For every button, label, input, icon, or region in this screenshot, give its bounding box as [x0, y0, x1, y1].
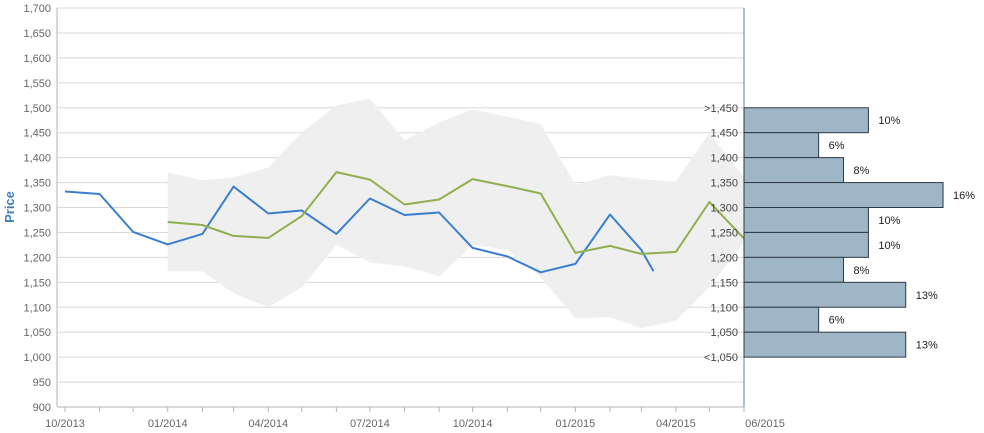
y-tick-label: 1,500: [23, 103, 51, 115]
x-tick-label: 06/2015: [745, 418, 785, 430]
range-band-area: [167, 98, 744, 329]
distribution-bars: [743, 107, 944, 358]
bin-edge-label: <1,050: [704, 352, 738, 364]
x-tick-label: 04/2014: [248, 418, 288, 430]
distribution-bar: [743, 182, 944, 208]
bin-edge-label: 1,300: [710, 203, 738, 215]
x-tick-label: 10/2013: [45, 418, 85, 430]
y-axis-title: Price: [2, 191, 17, 223]
distribution-bar: [743, 281, 907, 308]
bin-edge-label: 1,450: [710, 128, 738, 140]
distribution-bar: [743, 331, 907, 358]
distribution-bar: [743, 256, 845, 283]
bar-percent-label: 8%: [854, 165, 870, 177]
y-tick-label: 1,200: [23, 252, 51, 264]
bin-edge-label: 1,100: [710, 302, 738, 314]
distribution-bar: [743, 231, 869, 258]
range-band: [167, 98, 744, 329]
bin-edge-label: 1,150: [710, 277, 738, 289]
series-lines: [64, 171, 745, 274]
y-tick-label: 1,450: [23, 128, 51, 140]
distribution-bar: [743, 132, 820, 159]
x-tick-label: 10/2014: [453, 418, 493, 430]
y-tick-label: 1,350: [23, 178, 51, 190]
y-tick-label: 1,400: [23, 153, 51, 165]
y-tick-label: 1,100: [23, 302, 51, 314]
y-tick-label: 1,700: [23, 3, 51, 15]
axis-labels: 900 950 1,000 1,050 1,100 1,150 1,200 1,250 1,30…: [23, 3, 975, 430]
y-tick-label: 1,550: [23, 78, 51, 90]
y-tick-label: 1,650: [23, 28, 51, 40]
y-tick-label: 950: [33, 377, 51, 389]
y-tick-label: 1,600: [23, 53, 51, 65]
y-tick-label: 1,300: [23, 203, 51, 215]
bin-edge-label: 1,200: [710, 252, 738, 264]
bin-edge-label: 1,250: [710, 227, 738, 239]
series-line-2: [167, 171, 745, 255]
x-tick-label: 01/2015: [555, 418, 595, 430]
x-tick-label: 01/2014: [148, 418, 188, 430]
distribution-bar: [743, 107, 869, 134]
bar-percent-label: 13%: [916, 340, 938, 352]
y-tick-label: 1,050: [23, 327, 51, 339]
bar-percent-label: 10%: [878, 215, 900, 227]
bin-edge-label: 1,050: [710, 327, 738, 339]
x-tick-label: 07/2014: [350, 418, 390, 430]
bar-percent-label: 10%: [878, 115, 900, 127]
bar-percent-label: 10%: [878, 240, 900, 252]
bin-edge-label: >1,450: [704, 103, 738, 115]
y-tick-label: 1,150: [23, 277, 51, 289]
y-tick-label: 1,250: [23, 227, 51, 239]
bin-edge-label: 1,400: [710, 153, 738, 165]
y-tick-label: 900: [33, 402, 51, 414]
bar-percent-label: 6%: [829, 140, 845, 152]
bin-edge-label: 1,350: [710, 178, 738, 190]
y-tick-label: 1,000: [23, 352, 51, 364]
bar-percent-label: 16%: [953, 190, 975, 202]
distribution-bar: [743, 157, 845, 184]
bar-percent-label: 13%: [916, 290, 938, 302]
gridlines: [57, 7, 744, 408]
distribution-bar: [743, 306, 820, 333]
series-line-1: [64, 185, 655, 274]
distribution-bar: [743, 207, 869, 233]
bar-percent-label: 6%: [829, 315, 845, 327]
x-tick-label: 04/2015: [656, 418, 696, 430]
bar-percent-label: 8%: [854, 265, 870, 277]
